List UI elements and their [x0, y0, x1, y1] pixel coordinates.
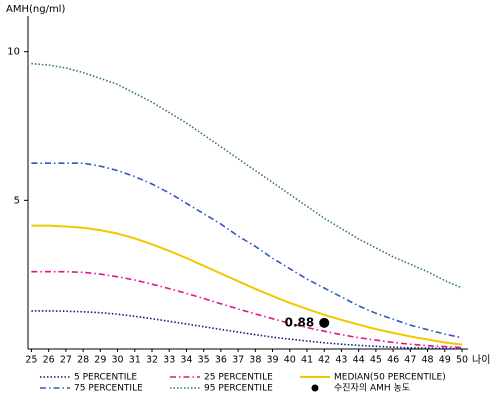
- x-tick-label: 40: [284, 355, 296, 366]
- x-tick-label: 31: [129, 355, 141, 366]
- x-tick-label: 30: [112, 355, 124, 366]
- x-tick-label: 47: [404, 355, 416, 366]
- x-tick-label: 35: [198, 355, 210, 366]
- x-tick-label: 45: [370, 355, 382, 366]
- patient-value-label: 0.88: [285, 315, 315, 329]
- series-line: [31, 224, 463, 346]
- x-tick-label: 26: [43, 355, 55, 366]
- x-tick-label: 37: [232, 355, 244, 366]
- x-tick-label: 29: [94, 355, 106, 366]
- x-tick-label: 43: [335, 355, 347, 366]
- series-line: [31, 270, 463, 349]
- x-tick-label: 50: [456, 355, 468, 366]
- x-tick-label: 41: [301, 355, 313, 366]
- legend-swatch: [311, 384, 319, 392]
- series-line: [31, 310, 463, 350]
- y-tick-label: 10: [7, 47, 20, 58]
- x-tick-label: 48: [422, 355, 434, 366]
- legend-label: 95 PERCENTILE: [204, 384, 273, 394]
- legend-label: 75 PERCENTILE: [74, 384, 143, 394]
- x-tick-label: 32: [146, 355, 158, 366]
- x-tick-label: 46: [387, 355, 399, 366]
- y-tick-label: 5: [14, 195, 20, 206]
- x-tick-label: 44: [353, 355, 365, 366]
- patient-point: [319, 317, 330, 328]
- x-tick-label: 28: [77, 355, 89, 366]
- legend-label: 5 PERCENTILE: [74, 373, 137, 383]
- x-axis-title: 나이: [472, 354, 490, 366]
- series-line: [31, 62, 463, 289]
- x-tick-label: 33: [163, 355, 175, 366]
- x-tick-label: 36: [215, 355, 227, 366]
- series-line: [31, 162, 463, 339]
- legend-label: MEDIAN(50 PERCENTILE): [334, 373, 446, 383]
- x-tick-label: 42: [318, 355, 330, 366]
- legend-label: 25 PERCENTILE: [204, 373, 273, 383]
- x-tick-label: 25: [25, 355, 37, 366]
- y-axis-title: AMH(ng/ml): [6, 4, 65, 15]
- x-tick-label: 38: [249, 355, 261, 366]
- x-tick-label: 27: [60, 355, 72, 366]
- x-tick-label: 34: [180, 355, 192, 366]
- x-tick-label: 39: [267, 355, 279, 366]
- legend-label: 수진자의 AMH 농도: [334, 383, 410, 394]
- x-tick-label: 49: [439, 355, 451, 366]
